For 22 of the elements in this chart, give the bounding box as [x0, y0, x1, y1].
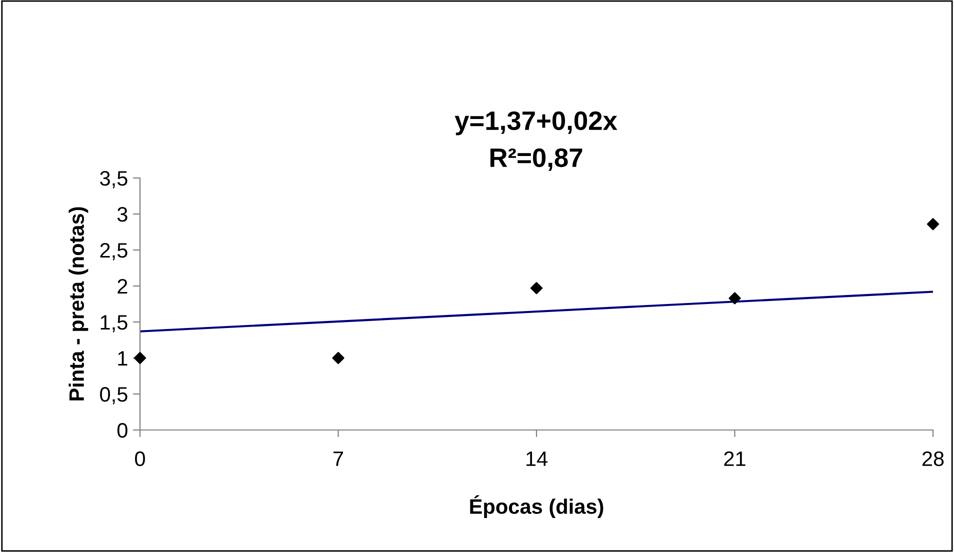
x-tick-label: 0 [135, 451, 145, 466]
y-tick-label: 1,5 [100, 315, 128, 332]
point [134, 352, 146, 364]
y-axis-title: Pinta - preta (notas) [68, 207, 88, 400]
x-tick-label: 7 [334, 452, 343, 466]
text: R²=0,87 [490, 148, 582, 171]
y-tick-label: 2 [118, 279, 128, 294]
x-axis-title: Épocas (dias) [470, 495, 604, 518]
x-tick-label: 14 [526, 452, 548, 466]
point [728, 292, 741, 304]
point [530, 282, 543, 294]
point [926, 218, 940, 230]
y-tick-label: 1 [118, 351, 128, 366]
x-tick-label: 28 [922, 451, 944, 466]
y-tick-label: 0 [117, 423, 128, 438]
text: y=1,37+0,02x [454, 111, 618, 136]
x-tick-label: 21 [724, 451, 746, 466]
y-tick-label: 0,5 [100, 387, 128, 404]
y-tick-label: 3 [117, 207, 128, 222]
point [332, 352, 344, 364]
y-tick-label: 2,5 [100, 243, 128, 260]
y-tick-label: 3,5 [100, 171, 128, 188]
